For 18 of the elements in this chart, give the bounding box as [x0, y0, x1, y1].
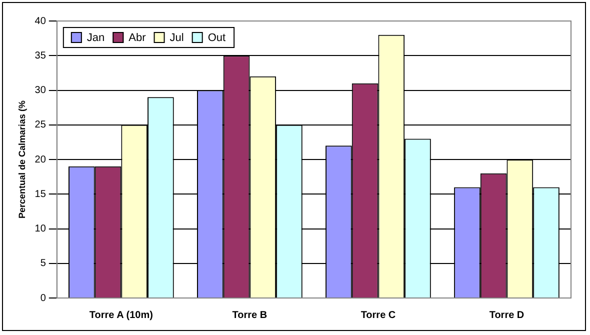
legend-label: Out	[208, 32, 226, 44]
y-tick-label: 30	[34, 85, 46, 96]
y-tick-label: 20	[34, 154, 46, 166]
x-tick-label: Torre C	[360, 310, 396, 321]
y-tick-label: 5	[40, 258, 46, 270]
legend-label: Jan	[86, 32, 105, 44]
y-tick-label: 40	[34, 16, 46, 27]
x-tick-label: Torre B	[232, 310, 268, 321]
legend-label: Jul	[170, 32, 184, 44]
legend-label: Abr	[128, 32, 146, 44]
y-tick-label: 0	[40, 292, 46, 304]
y-tick-label: 35	[34, 50, 46, 62]
y-axis-title: Percentual de Calmarias (%	[16, 100, 27, 219]
x-tick-label: Torre A (10m)	[89, 310, 153, 321]
x-tick-label: Torre D	[489, 310, 524, 321]
y-tick-label: 10	[34, 224, 46, 234]
y-tick-label: 15	[34, 188, 46, 200]
y-tick-label: 25	[34, 120, 46, 131]
